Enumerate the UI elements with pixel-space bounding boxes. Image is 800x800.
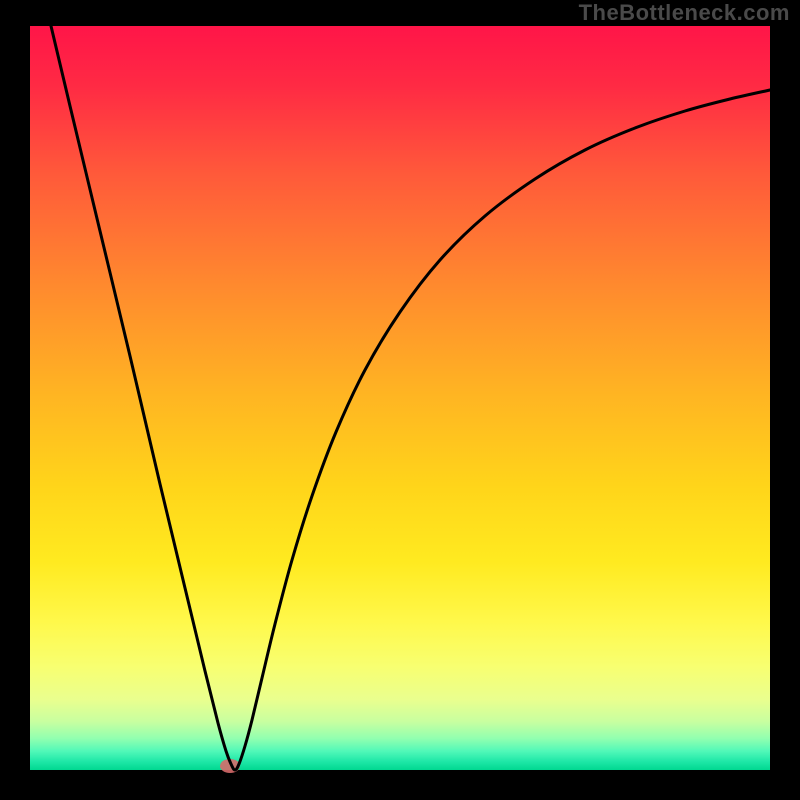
- chart-container: TheBottleneck.com: [0, 0, 800, 800]
- bottleneck-curve: [30, 26, 770, 770]
- curve-path: [51, 26, 770, 770]
- plot-area: [30, 26, 770, 770]
- attribution-label: TheBottleneck.com: [579, 0, 790, 26]
